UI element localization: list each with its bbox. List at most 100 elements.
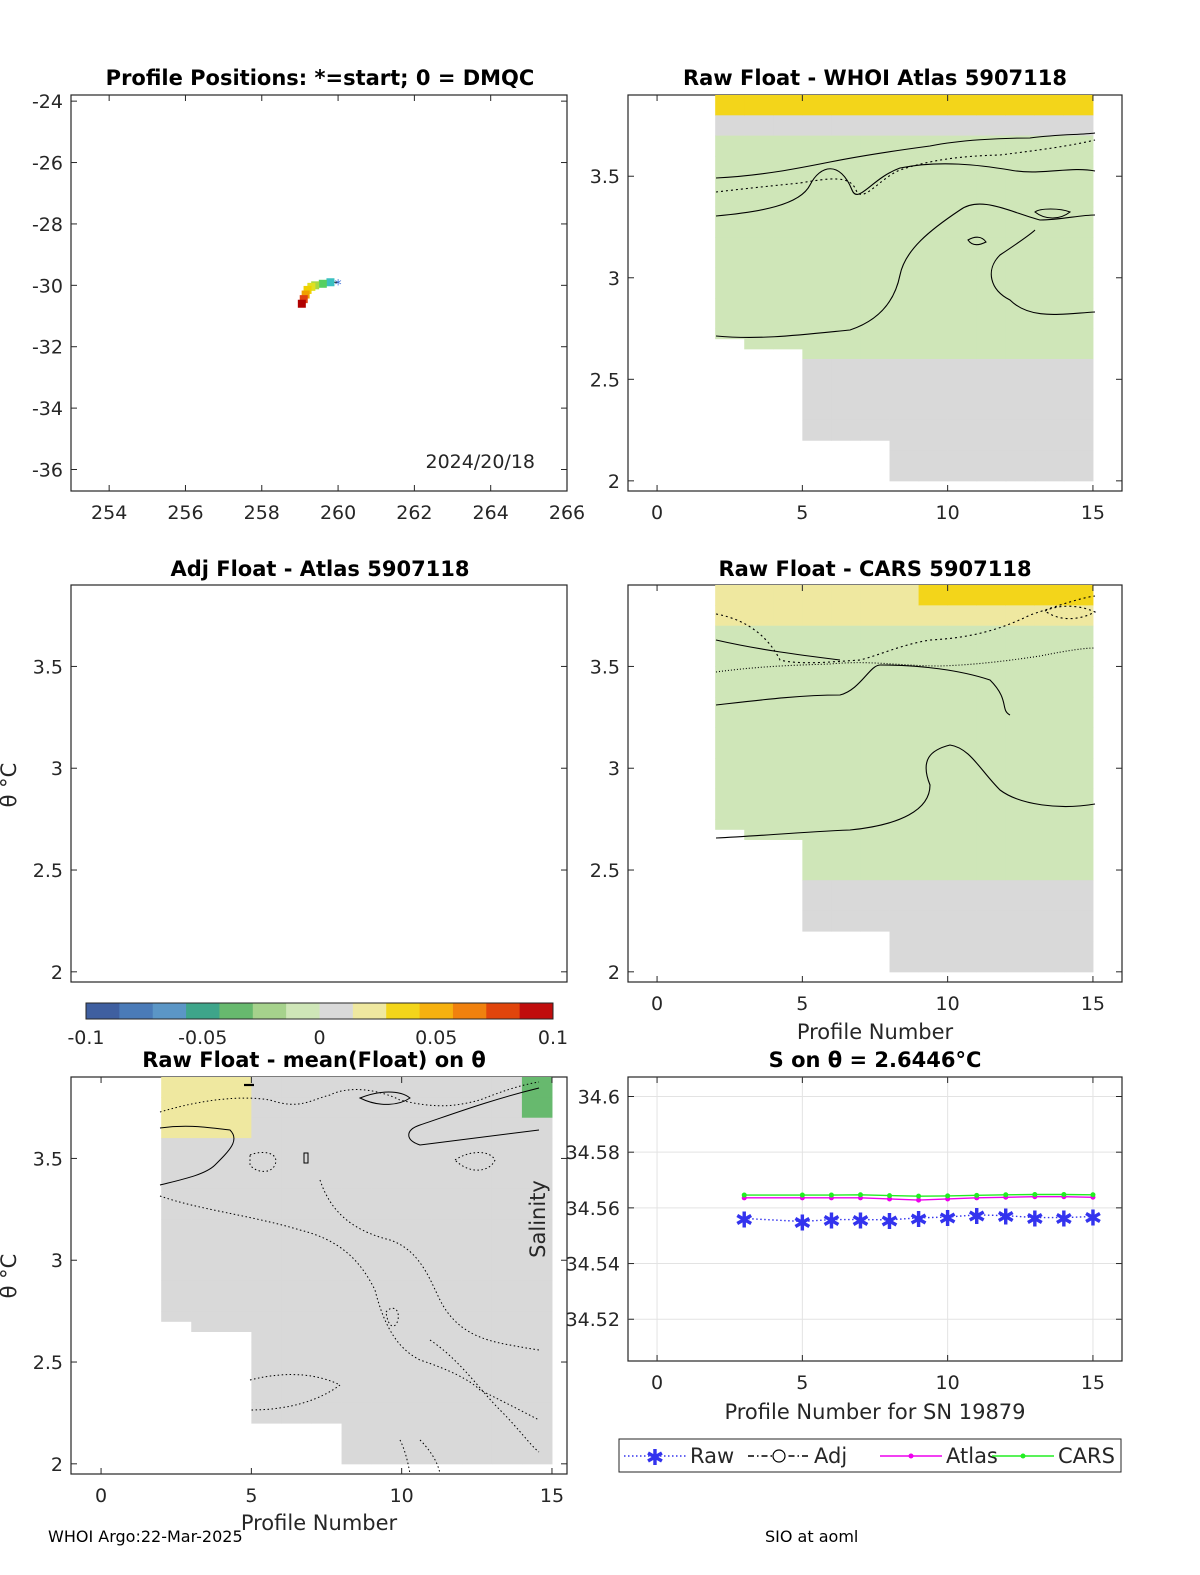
x-tick-label: 0 [651, 993, 663, 1015]
heatmap-cell [431, 1372, 463, 1404]
y-tick-label: 3 [608, 758, 620, 780]
heatmap-cell [802, 696, 832, 729]
heatmap-cell [401, 1341, 433, 1373]
heatmap-cell [461, 1280, 493, 1312]
heatmap-cell [371, 1219, 403, 1251]
x-tick-label: 264 [473, 502, 509, 524]
heatmap-cell [251, 1138, 282, 1159]
raw-minus-mean-xlabel: Profile Number [241, 1511, 398, 1535]
heatmap-cell [1063, 419, 1094, 451]
heatmap-cell [1005, 819, 1036, 851]
heatmap-cell [860, 359, 891, 390]
heatmap-cell [461, 1117, 493, 1139]
heatmap-cell [431, 1138, 463, 1159]
profile-position-point [301, 290, 310, 299]
heatmap-cell [744, 788, 774, 820]
heatmap-cell [715, 135, 745, 157]
raw-point: ✱ [1026, 1208, 1044, 1233]
heatmap-cell [1005, 359, 1036, 390]
raw-minus-mean-contour-4 [303, 1152, 309, 1164]
heatmap-cell [918, 95, 949, 116]
heatmap-cell [947, 95, 978, 116]
heatmap-cell [889, 941, 920, 973]
heatmap-cell [1063, 849, 1094, 881]
raw-vs-cars-title: Raw Float - CARS 5907118 [718, 557, 1031, 581]
heatmap-cell [889, 115, 920, 137]
x-tick-label: 15 [540, 1485, 564, 1507]
heatmap-cell [461, 1158, 493, 1190]
heatmap-cell [401, 1250, 433, 1282]
heatmap-cell [281, 1280, 312, 1312]
heatmap-cell [251, 1219, 282, 1251]
heatmap-cell [461, 1219, 493, 1251]
x-tick-label: 10 [936, 993, 960, 1015]
heatmap-cell [976, 328, 1007, 360]
raw-minus-mean-dotted-10 [399, 1439, 411, 1475]
heatmap-cell [1063, 666, 1094, 698]
heatmap-cell [976, 155, 1007, 177]
heatmap-cell [341, 1077, 373, 1098]
heatmap-cell [1063, 135, 1094, 157]
heatmap-cell [431, 1188, 463, 1221]
heatmap-cell [860, 788, 891, 820]
heatmap-cell [889, 849, 920, 881]
heatmap-cell [191, 1188, 222, 1221]
heatmap-cell [947, 849, 978, 881]
heatmap-cell [221, 1138, 252, 1159]
heatmap-cell [802, 389, 832, 421]
heatmap-cell [918, 758, 949, 790]
heatmap-cell [744, 727, 774, 759]
heatmap-cell [918, 135, 949, 157]
heatmap-cell [341, 1433, 373, 1465]
heatmap-cell [1005, 176, 1036, 208]
heatmap-cell [831, 237, 861, 269]
heatmap-cell [773, 206, 803, 238]
heatmap-cell [371, 1188, 403, 1221]
heatmap-cell [1063, 267, 1094, 299]
heatmap-cell [1005, 625, 1036, 647]
heatmap-cell [918, 646, 949, 667]
heatmap-cell [491, 1077, 523, 1098]
heatmap-cell [1063, 176, 1094, 208]
heatmap-cell [251, 1158, 282, 1190]
raw-vs-whoi-contour-2 [715, 139, 1096, 195]
legend-label-cars: CARS [1058, 1444, 1115, 1468]
heatmap-cell [715, 267, 745, 299]
heatmap-cell [1034, 328, 1065, 360]
y-tick-label: 3 [51, 758, 63, 780]
heatmap-cell [311, 1138, 343, 1159]
heatmap-cell [281, 1250, 312, 1282]
heatmap-cell [371, 1158, 403, 1190]
heatmap-cell [918, 625, 949, 647]
heatmap-cell [947, 328, 978, 360]
heatmap-cell [521, 1117, 553, 1139]
heatmap-cell [773, 115, 803, 137]
heatmap-cell [947, 819, 978, 851]
heatmap-cell [1063, 696, 1094, 729]
salinity-legend: ✱ Raw Adj Atlas CARS [618, 1438, 1122, 1473]
heatmap-cell [889, 155, 920, 177]
heatmap-cell [371, 1372, 403, 1404]
heatmap-cell [744, 95, 774, 116]
heatmap-cell [773, 819, 803, 840]
heatmap-cell [311, 1402, 343, 1424]
heatmap-cell [802, 625, 832, 647]
heatmap-cell [744, 328, 774, 350]
heatmap-cell [281, 1158, 312, 1190]
raw-vs-whoi-contour-3 [715, 163, 1096, 217]
heatmap-cell [860, 237, 891, 269]
heatmap-cell [1005, 389, 1036, 421]
heatmap-cell [311, 1250, 343, 1282]
heatmap-cell [191, 1117, 222, 1139]
heatmap-cell [831, 849, 861, 881]
raw-minus-mean-contour-1 [159, 1125, 235, 1186]
heatmap-cell [860, 727, 891, 759]
heatmap-cell [802, 359, 832, 390]
heatmap-cell [715, 206, 745, 238]
heatmap-cell [744, 758, 774, 790]
y-tick-label: 2 [51, 962, 63, 984]
heatmap-cell [221, 1280, 252, 1312]
x-tick-label: 5 [796, 993, 808, 1015]
heatmap-cell [221, 1311, 252, 1332]
heatmap-cell [831, 267, 861, 299]
